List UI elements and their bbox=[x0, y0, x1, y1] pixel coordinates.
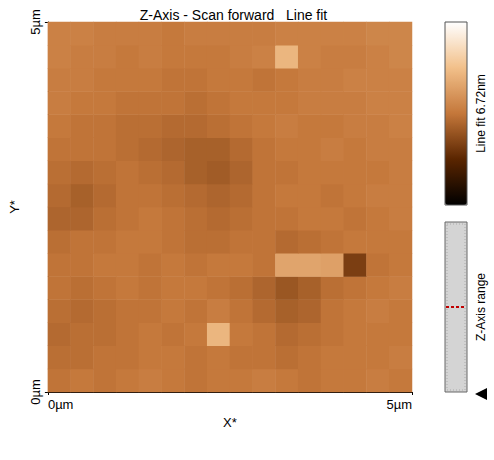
svg-text:5µm: 5µm bbox=[386, 397, 412, 412]
svg-text:Z-Axis - Scan forward Line f: Z-Axis - Scan forward Line fit bbox=[140, 7, 328, 23]
svg-text:Line fit 6.72nm: Line fit 6.72nm bbox=[474, 74, 488, 153]
svg-text:Y*: Y* bbox=[7, 200, 22, 214]
svg-text:0µm: 0µm bbox=[48, 397, 74, 412]
svg-text:5µm: 5µm bbox=[28, 9, 43, 35]
svg-text:X*: X* bbox=[223, 415, 237, 430]
svg-text:Z-Axis range: Z-Axis range bbox=[474, 273, 488, 341]
svg-text:0µm: 0µm bbox=[28, 379, 43, 405]
